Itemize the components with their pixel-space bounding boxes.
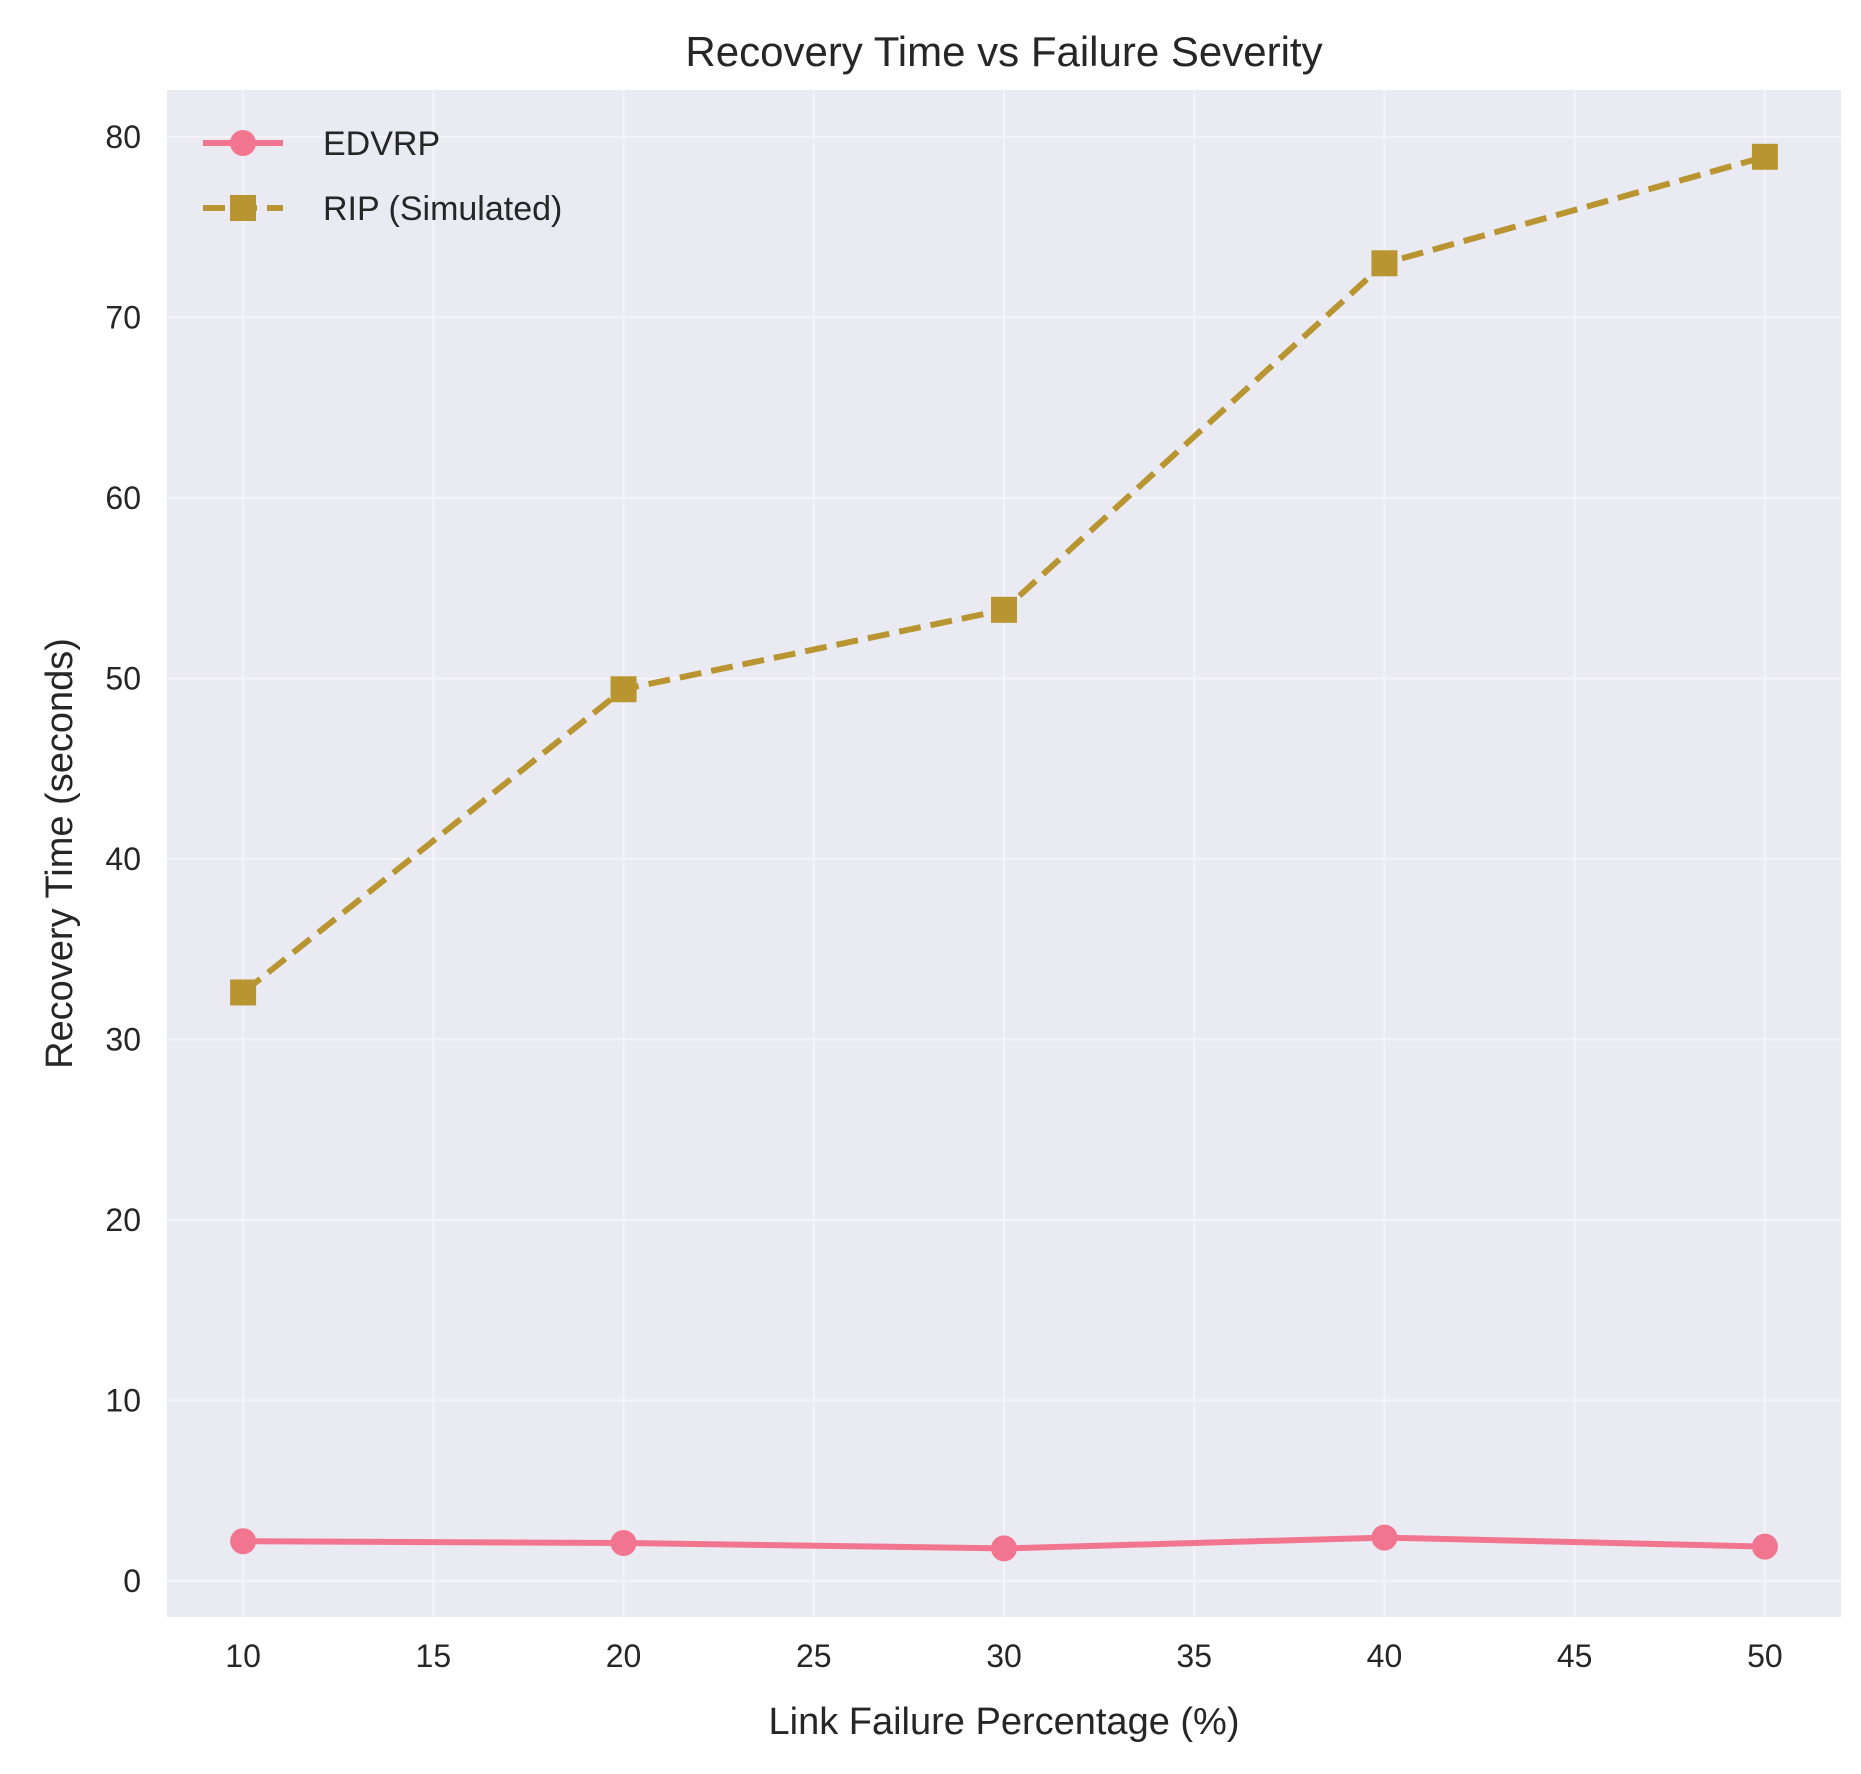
x-tick-label: 20 [606, 1638, 642, 1674]
y-axis-label: Recovery Time (seconds) [39, 638, 81, 1069]
chart-title: Recovery Time vs Failure Severity [685, 28, 1322, 75]
legend: EDVRP RIP (Simulated) [203, 125, 562, 228]
series-edvrp [230, 1524, 1778, 1562]
y-tick-label: 70 [105, 299, 141, 335]
y-tick-label: 40 [105, 841, 141, 877]
y-tick-label: 30 [105, 1021, 141, 1057]
data-point-edvrp [991, 1535, 1017, 1562]
y-tick-label: 60 [105, 480, 141, 516]
x-tick-label: 50 [1747, 1638, 1783, 1674]
legend-item-edvrp: EDVRP [203, 125, 440, 163]
x-tick-label: 25 [796, 1638, 832, 1674]
y-tick-label: 80 [105, 119, 141, 155]
tick-labels: 10 15 20 25 30 35 40 45 50 0 10 20 30 40 50 60 70 80 [105, 119, 1782, 1674]
data-point-rip-simulated [610, 676, 637, 703]
series-layer [230, 143, 1778, 1562]
y-tick-label: 0 [123, 1563, 141, 1599]
x-axis-label: Link Failure Percentage (%) [769, 1701, 1240, 1743]
data-point-edvrp [1371, 1524, 1398, 1551]
x-tick-label: 40 [1367, 1638, 1403, 1674]
legend-item-rip-simulated: RIP (Simulated) [203, 190, 562, 228]
data-point-edvrp [1751, 1533, 1778, 1560]
legend-marker-square [230, 195, 256, 221]
x-tick-label: 45 [1557, 1638, 1593, 1674]
y-tick-label: 50 [105, 660, 141, 696]
data-point-edvrp [610, 1529, 637, 1556]
x-tick-label: 15 [416, 1638, 452, 1674]
data-point-rip-simulated [1371, 250, 1398, 277]
data-point-rip-simulated [1751, 143, 1778, 170]
x-tick-label: 30 [986, 1638, 1022, 1674]
x-tick-label: 35 [1176, 1638, 1212, 1674]
data-point-rip-simulated [991, 596, 1017, 623]
y-tick-label: 10 [105, 1382, 141, 1418]
data-point-edvrp [230, 1528, 257, 1555]
y-tick-label: 20 [105, 1202, 141, 1238]
legend-marker-circle [230, 130, 256, 156]
x-tick-label: 10 [225, 1638, 261, 1674]
legend-label: EDVRP [323, 125, 440, 163]
data-point-rip-simulated [230, 979, 257, 1006]
legend-label: RIP (Simulated) [323, 190, 562, 228]
series-rip-simulated [230, 143, 1778, 1006]
gridlines [167, 90, 1841, 1617]
